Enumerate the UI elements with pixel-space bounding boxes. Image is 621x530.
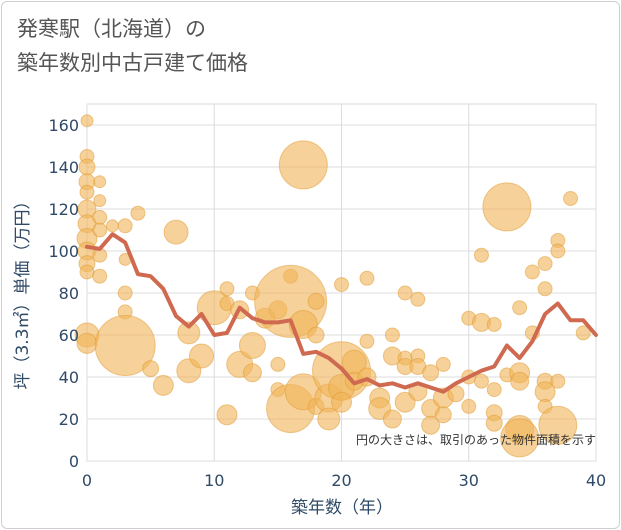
data-bubble: [307, 326, 325, 344]
y-tick-label: 20: [59, 410, 79, 429]
data-bubble: [117, 285, 133, 301]
data-bubble: [359, 333, 375, 349]
data-bubble: [79, 264, 95, 280]
data-bubble: [78, 158, 96, 176]
data-bubble: [382, 409, 402, 429]
y-tick-label: 60: [59, 326, 79, 345]
data-bubble: [219, 281, 235, 297]
chart-title-line-2: 築年数別中古戸建て価格: [17, 51, 248, 75]
data-bubble: [422, 364, 440, 382]
data-bubble: [92, 268, 108, 284]
data-bubble: [550, 243, 566, 259]
data-bubble: [130, 205, 146, 221]
y-tick-label: 80: [59, 284, 79, 303]
x-tick-label: 0: [82, 471, 92, 490]
data-bubble: [510, 371, 530, 391]
data-bubble: [92, 209, 108, 225]
data-bubble: [485, 414, 503, 432]
data-bubble: [512, 300, 528, 316]
data-bubble: [93, 194, 107, 208]
data-bubble: [434, 406, 452, 424]
data-bubble: [447, 385, 465, 403]
x-axis-title: 築年数（年）: [291, 498, 393, 518]
data-bubble: [177, 321, 201, 345]
y-tick-label: 160: [48, 116, 79, 135]
data-bubble: [486, 382, 502, 398]
data-bubble: [537, 281, 553, 297]
y-tick-labels: 0 20 40 60 80 100 120 140 160: [48, 116, 79, 471]
data-bubble: [93, 175, 107, 189]
y-tick-label: 40: [59, 368, 79, 387]
data-bubble: [238, 332, 266, 359]
data-bubble: [152, 374, 174, 396]
data-bubble: [105, 219, 119, 233]
y-axis-title: 坪（3.3㎡）単価（万円）: [13, 192, 33, 389]
data-bubble: [92, 222, 108, 238]
data-bubble: [76, 332, 98, 354]
data-bubble: [117, 218, 133, 234]
data-bubble: [242, 363, 262, 383]
data-bubble: [435, 356, 451, 372]
data-bubble: [486, 317, 502, 332]
x-tick-labels: 0 10 20 30 40: [82, 471, 606, 490]
data-bubble: [550, 373, 566, 389]
data-bubble: [331, 391, 352, 413]
data-bubble: [563, 191, 579, 206]
y-tick-label: 120: [48, 200, 79, 219]
data-bubble: [307, 292, 325, 310]
x-tick-label: 20: [331, 471, 351, 490]
data-bubble: [216, 404, 238, 426]
trend-line: [85, 232, 598, 394]
data-bubble: [189, 343, 215, 369]
data-bubble: [278, 140, 328, 190]
data-bubble: [575, 325, 591, 341]
data-bubble: [94, 315, 156, 376]
y-tick-label: 0: [69, 452, 79, 471]
data-bubble: [537, 256, 553, 272]
data-bubble: [397, 285, 413, 301]
x-tick-label: 10: [204, 471, 224, 490]
x-tick-label: 40: [586, 471, 606, 490]
data-bubble: [524, 264, 540, 280]
bubble-layer: [74, 114, 591, 458]
data-bubble: [384, 327, 400, 343]
data-bubble: [163, 219, 189, 245]
data-bubble: [317, 407, 341, 431]
data-bubble: [270, 356, 286, 372]
data-bubble: [482, 182, 532, 232]
bubble-size-note: 円の大きさは、取引のあった物件面積を示す: [356, 432, 596, 447]
chart-title: 発寒駅（北海道）の 築年数別中古戸建て価格: [17, 12, 248, 80]
data-bubble: [538, 405, 578, 445]
chart-title-line-1: 発寒駅（北海道）の: [17, 17, 206, 41]
y-tick-label: 140: [48, 158, 79, 177]
data-bubble: [80, 114, 94, 128]
data-bubble: [410, 291, 426, 307]
data-bubble: [421, 415, 441, 435]
x-tick-label: 30: [459, 471, 479, 490]
data-bubble: [461, 398, 477, 414]
data-bubble: [334, 277, 349, 293]
y-tick-label: 100: [48, 242, 79, 261]
data-bubble: [359, 270, 375, 286]
data-bubble: [79, 184, 95, 200]
data-bubble: [500, 418, 540, 458]
data-bubble: [473, 247, 489, 263]
data-bubble: [142, 360, 160, 378]
data-bubble: [473, 373, 489, 389]
